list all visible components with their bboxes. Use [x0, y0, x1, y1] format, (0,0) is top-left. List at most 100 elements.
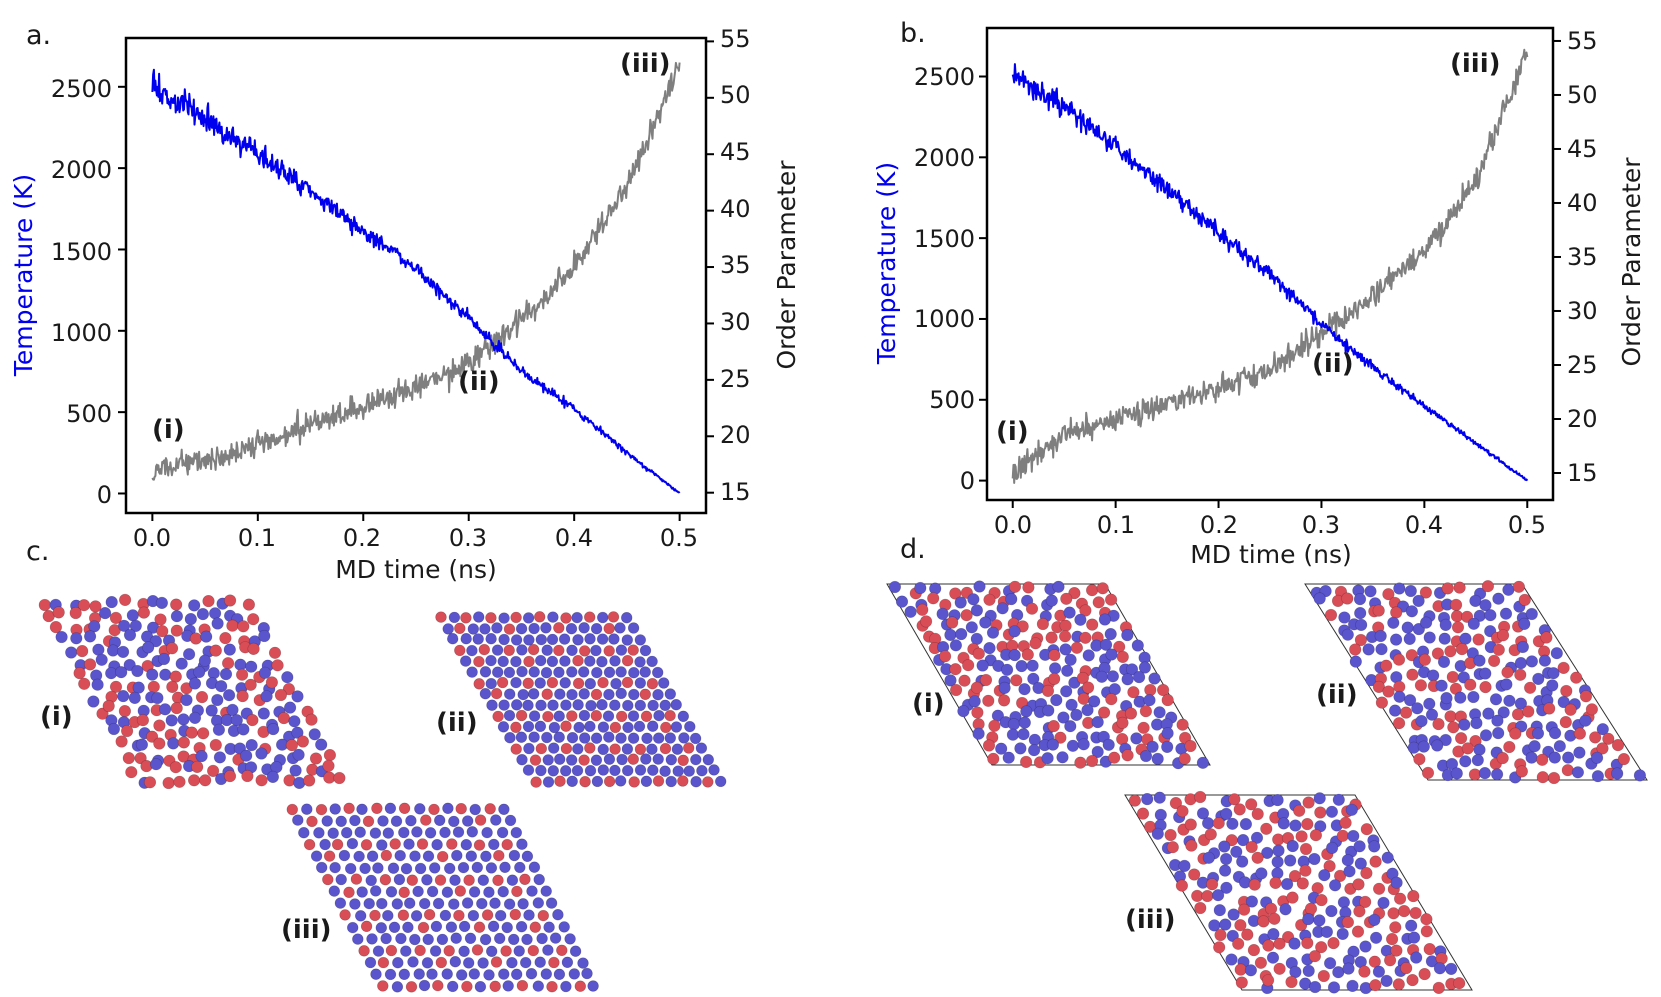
atom-red — [398, 886, 410, 898]
atom-blue — [497, 721, 510, 733]
atom-blue — [347, 921, 359, 934]
atom-red — [982, 694, 995, 707]
atom-blue — [457, 861, 470, 874]
atom-red — [1540, 631, 1553, 644]
atom-blue — [527, 688, 540, 700]
atom-blue — [1467, 690, 1480, 704]
atom-blue — [167, 737, 180, 750]
annotation-ii: (ii) — [458, 367, 500, 397]
atom-blue — [597, 721, 610, 733]
atom-blue — [447, 980, 459, 993]
atom-red — [323, 748, 337, 762]
atom-red — [305, 713, 318, 726]
atom-blue — [458, 945, 470, 957]
atom-blue — [107, 722, 120, 736]
atom-blue — [1500, 678, 1513, 691]
atom-blue — [352, 933, 364, 945]
atom-blue — [1538, 654, 1551, 667]
atom-red — [1254, 956, 1267, 969]
atom-blue — [1017, 728, 1030, 741]
atom-red — [519, 873, 531, 885]
atom-blue — [528, 861, 541, 873]
y-tick-label-right: 25 — [720, 365, 751, 393]
atom-red — [1564, 703, 1577, 716]
atom-blue — [424, 827, 437, 839]
atom-blue — [646, 655, 658, 668]
atom-blue — [393, 873, 406, 886]
atom-blue — [578, 688, 590, 700]
atom-red — [590, 709, 602, 722]
atom-blue — [380, 932, 392, 945]
atom-red — [1070, 641, 1083, 654]
atom-red — [1453, 977, 1466, 990]
atom-blue — [995, 742, 1008, 755]
atom-blue — [390, 815, 403, 827]
atom-blue — [1008, 648, 1021, 662]
y-tick-label-left: 2000 — [51, 156, 112, 184]
atom-red — [1021, 648, 1034, 661]
atom-blue — [1419, 616, 1433, 629]
atom-blue — [165, 714, 178, 727]
atom-red — [1059, 619, 1072, 632]
atom-blue — [1308, 980, 1322, 994]
atom-red — [1096, 582, 1109, 595]
atom-blue — [1484, 609, 1497, 622]
atom-blue — [292, 814, 304, 826]
atom-red — [1406, 973, 1419, 987]
atom-blue — [1272, 844, 1285, 857]
atom-blue — [1048, 662, 1062, 675]
atom-red — [435, 611, 447, 623]
atom-blue — [488, 838, 500, 851]
atom-blue — [996, 602, 1009, 615]
atom-red — [242, 598, 255, 611]
atom-blue — [375, 922, 387, 934]
atom-blue — [1341, 854, 1354, 867]
atom-blue — [1219, 918, 1232, 931]
atom-blue — [388, 921, 401, 933]
atom-red — [1068, 586, 1081, 600]
atom-red — [154, 613, 167, 626]
atom-red — [1358, 965, 1371, 978]
atom-blue — [329, 861, 341, 874]
atom-blue — [1359, 940, 1372, 953]
atom-red — [1349, 643, 1362, 656]
atom-blue — [491, 622, 503, 634]
atom-red — [1501, 666, 1514, 679]
atom-red — [432, 979, 444, 992]
atom-blue — [308, 728, 321, 741]
atom-red — [579, 775, 591, 788]
atom-blue — [1573, 746, 1586, 759]
atom-blue — [1341, 628, 1354, 641]
y-tick-label-right: 50 — [1567, 81, 1598, 109]
atom-blue — [376, 839, 388, 851]
atom-red — [677, 754, 689, 766]
atom-red — [1295, 830, 1308, 843]
atom-blue — [1074, 613, 1087, 626]
atom-blue — [126, 609, 139, 622]
atom-blue — [584, 633, 596, 645]
atom-red — [664, 709, 676, 722]
atom-red — [560, 612, 572, 624]
atom-blue — [211, 693, 224, 707]
atom-red — [1234, 919, 1247, 932]
atom-red — [236, 689, 249, 703]
atom-red — [1492, 643, 1505, 656]
atom-blue — [449, 955, 461, 968]
atom-red — [137, 606, 150, 619]
atom-red — [511, 885, 523, 898]
atom-blue — [184, 612, 197, 626]
atom-red — [428, 803, 440, 816]
atom-blue — [157, 652, 171, 666]
atom-red — [1380, 659, 1393, 672]
snapshot-c-iii — [286, 802, 599, 993]
atom-blue — [1161, 740, 1174, 754]
atom-red — [1585, 703, 1598, 716]
atom-red — [471, 944, 484, 956]
atom-red — [89, 600, 102, 613]
chart-a-frame — [124, 36, 708, 515]
atom-blue — [1271, 855, 1284, 869]
atom-red — [169, 761, 182, 774]
atom-blue — [421, 957, 434, 969]
atom-red — [646, 677, 659, 690]
atom-blue — [614, 775, 627, 787]
